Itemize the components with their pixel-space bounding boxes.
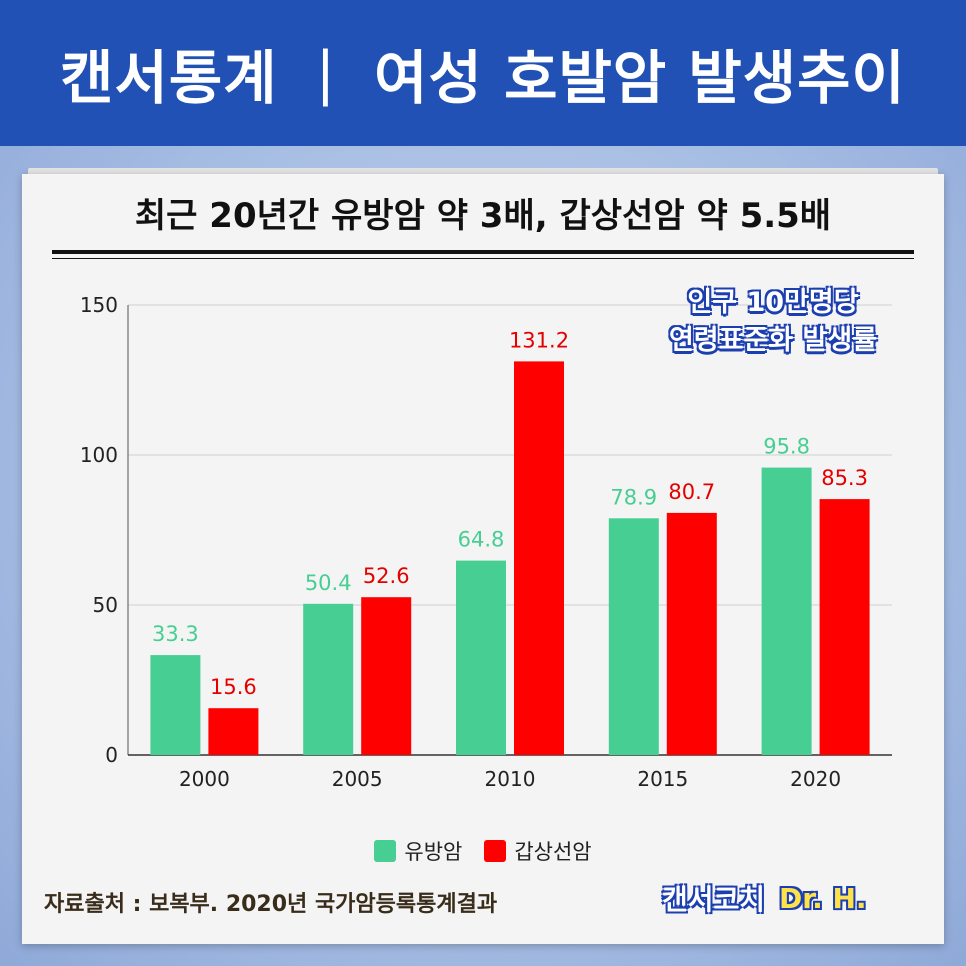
bar-breast-cancer xyxy=(303,603,354,755)
headline-rule-thin xyxy=(52,258,914,259)
data-label: 64.8 xyxy=(458,528,505,552)
bar-thyroid-cancer xyxy=(666,512,717,755)
bar-chart: 0 50 100 150 2000 33.3 15.6 2005 50.4 52.6 2010 64.… xyxy=(80,293,892,791)
x-tick-label: 2005 xyxy=(332,767,383,791)
brand-logo: 캔서코치 Dr. H. xyxy=(662,878,867,918)
legend-swatch-thyroid xyxy=(484,840,507,862)
x-tick-label: 2020 xyxy=(790,767,841,791)
bar-thyroid-cancer xyxy=(819,499,870,755)
data-label: 33.3 xyxy=(152,622,199,646)
x-tick-label: 2000 xyxy=(179,767,230,791)
legend-item-breast: 유방암 xyxy=(374,836,462,866)
data-label: 78.9 xyxy=(610,485,657,509)
data-label: 50.4 xyxy=(305,571,352,595)
bar-breast-cancer xyxy=(608,518,659,755)
bar-breast-cancer xyxy=(456,560,506,755)
chart-legend: 유방암 갑상선암 xyxy=(22,836,944,866)
headline: 최근 20년간 유방암 약 3배, 갑상선암 약 5.5배 xyxy=(134,196,832,236)
data-label: 131.2 xyxy=(509,328,569,352)
paper-edge xyxy=(28,168,938,178)
data-label: 15.6 xyxy=(210,675,257,699)
brand-name: 캔서코치 xyxy=(662,883,766,916)
unit-badge: 인구 10만명당 연령표준화 발생률 xyxy=(628,284,918,360)
header-banner: 캔서통계 | 여성 호발암 발생추이 xyxy=(0,0,966,146)
header-title-right: 여성 호발암 발생추이 xyxy=(374,44,906,112)
legend-label-breast: 유방암 xyxy=(404,840,463,864)
legend-swatch-breast xyxy=(374,840,397,862)
bar-thyroid-cancer xyxy=(361,597,412,755)
unit-badge-line1: 인구 10만명당 xyxy=(687,287,859,318)
bar-breast-cancer xyxy=(150,655,201,755)
data-label: 80.7 xyxy=(668,480,715,504)
data-label: 85.3 xyxy=(821,466,868,490)
bar-thyroid-cancer xyxy=(208,708,259,755)
header-separator: | xyxy=(315,39,337,107)
legend-item-thyroid: 갑상선암 xyxy=(484,836,592,866)
headline-rule-thick xyxy=(52,250,914,254)
legend-label-thyroid: 갑상선암 xyxy=(514,840,592,864)
data-label: 52.6 xyxy=(363,564,410,588)
y-tick-label: 150 xyxy=(80,293,118,317)
unit-badge-line2: 연령표준화 발생률 xyxy=(668,325,878,356)
y-tick-label: 0 xyxy=(105,743,118,767)
source-note: 자료출처 : 보복부. 2020년 국가암등록통계결과 xyxy=(44,892,498,917)
newspaper-card: 최근 20년간 유방암 약 3배, 갑상선암 약 5.5배 0 50 100 150 2… xyxy=(22,174,944,944)
bar-thyroid-cancer xyxy=(514,361,564,755)
brand-highlight: Dr. H. xyxy=(779,881,867,915)
data-label: 95.8 xyxy=(763,435,810,459)
y-tick-label: 50 xyxy=(93,593,118,617)
x-tick-label: 2010 xyxy=(485,767,536,791)
header-title-left: 캔서통계 xyxy=(60,44,278,112)
y-tick-label: 100 xyxy=(80,443,118,467)
x-tick-label: 2015 xyxy=(637,767,688,791)
bar-breast-cancer xyxy=(761,467,812,755)
